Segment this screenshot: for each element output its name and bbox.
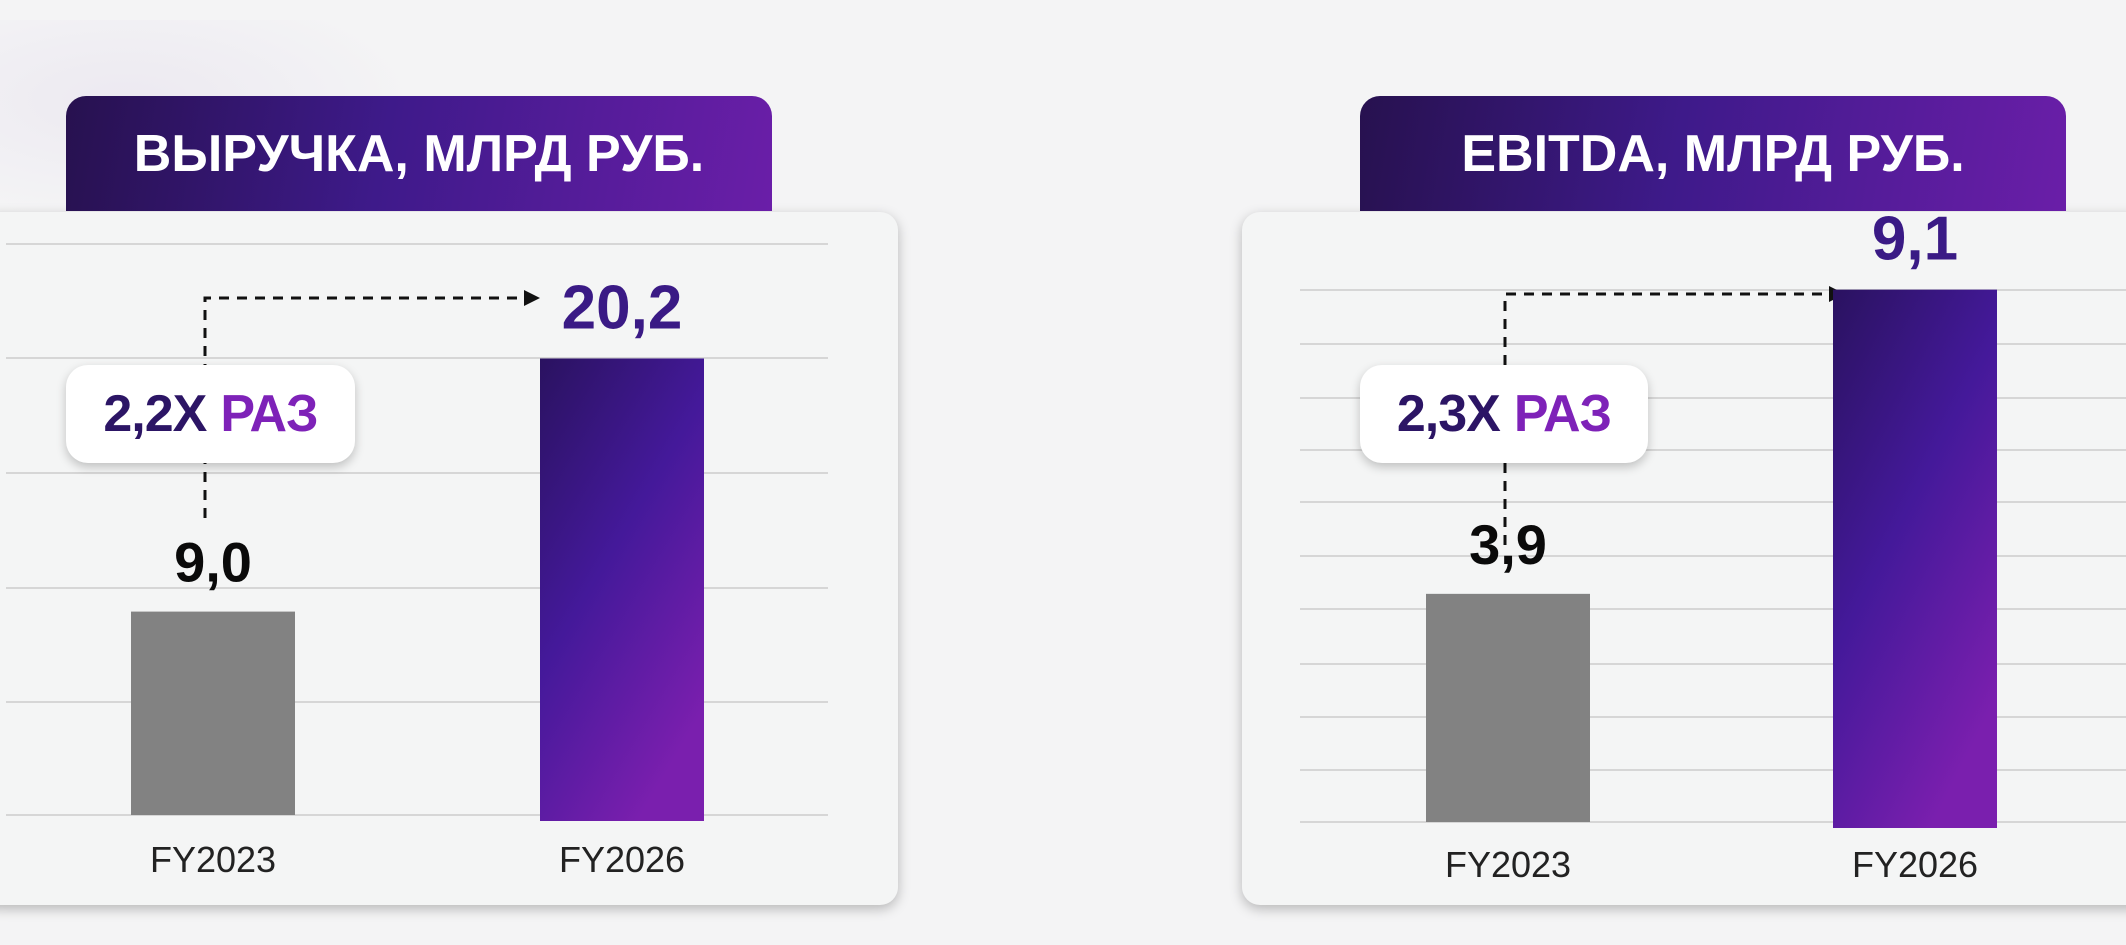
ebitda-bar-fy2026 — [1833, 289, 1997, 828]
revenue-value-label-fy2026: 20,2 — [562, 273, 683, 342]
ebitda-value-label-fy2023: 3,9 — [1469, 513, 1547, 576]
revenue-growth-arrowhead — [524, 290, 540, 306]
revenue-bar-fy2023 — [131, 611, 295, 815]
revenue-chart-title: ВЫРУЧКА, МЛРД РУБ. — [66, 96, 772, 211]
revenue-value-label-fy2023: 9,0 — [174, 531, 252, 594]
ebitda-growth-multiplier: 2,3Х — [1396, 385, 1501, 443]
ebitda-x-tick-fy2026: FY2026 — [1852, 844, 1978, 885]
ebitda-growth-unit: РАЗ — [1513, 385, 1612, 443]
revenue-x-tick-fy2023: FY2023 — [150, 839, 276, 880]
ebitda-chart-title: EBITDA, МЛРД РУБ. — [1360, 96, 2066, 211]
revenue-growth-badge: 2,2Х РАЗ — [66, 365, 355, 463]
revenue-growth-unit: РАЗ — [220, 385, 318, 443]
revenue-growth-multiplier: 2,2Х — [103, 385, 207, 443]
ebitda-value-label-fy2026: 9,1 — [1872, 205, 1958, 274]
ebitda-x-tick-fy2023: FY2023 — [1445, 844, 1571, 885]
revenue-x-tick-fy2026: FY2026 — [559, 839, 685, 880]
ebitda-bar-fy2023 — [1426, 593, 1590, 822]
revenue-bar-fy2026 — [540, 358, 704, 821]
ebitda-growth-badge: 2,3Х РАЗ — [1360, 365, 1648, 463]
ebitda-growth-arrow — [1503, 292, 1835, 545]
